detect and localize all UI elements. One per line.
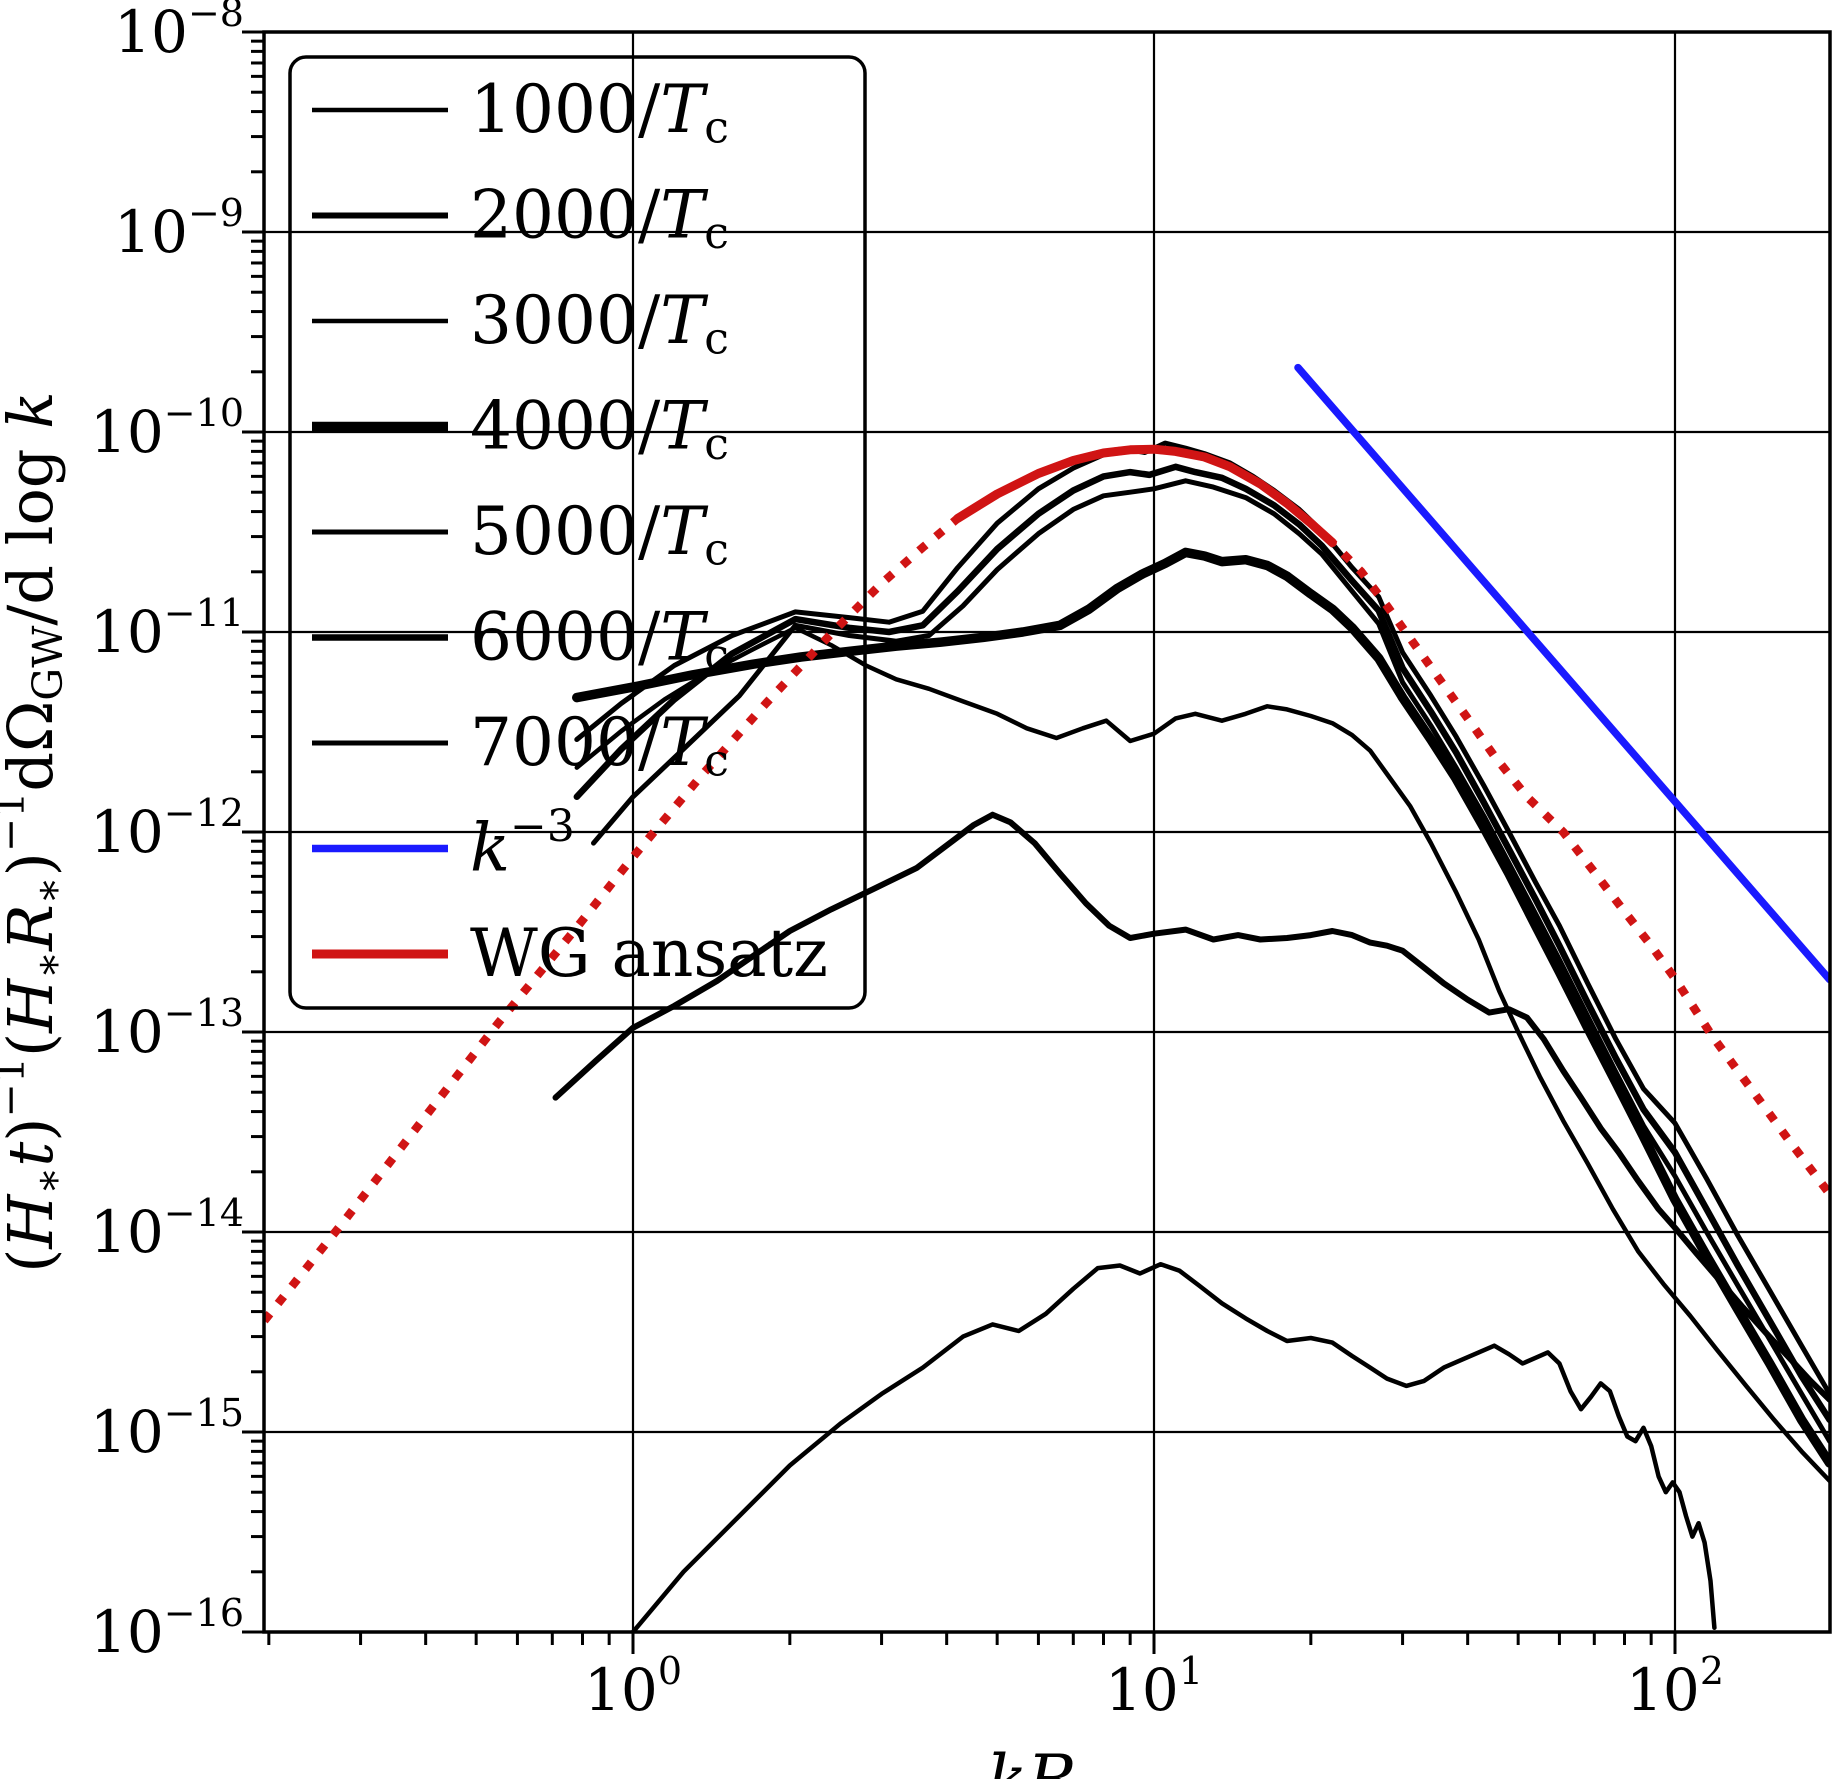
x-axis-label: kR∗ — [987, 1741, 1107, 1779]
curve-wg-ansatz-solid — [953, 444, 1337, 548]
y-tick-label-1: 10−9 — [114, 191, 244, 266]
x-tick-label-0: 100 — [584, 1649, 682, 1724]
curve-5000-tc — [591, 478, 1830, 1444]
y-tick-label-6: 10−14 — [90, 1191, 244, 1266]
legend-label-5000-t-c: 5000/Tc — [470, 493, 729, 576]
legend-label-wg-ansatz: WG ansatz — [470, 915, 828, 992]
y-axis-label: (H∗t)−1(H∗R∗)−1dΩGW/d log k — [0, 391, 72, 1273]
legend-label-1000-t-c: 1000/Tc — [470, 71, 729, 154]
legend-box — [288, 55, 867, 1010]
curve-1000-tc — [630, 1261, 1717, 1632]
y-tick-label-3: 10−11 — [90, 591, 244, 666]
y-tick-label-0: 10−8 — [114, 0, 244, 66]
y-tick-label-5: 10−13 — [90, 991, 244, 1066]
curves — [264, 363, 1830, 1632]
legend-label-3000-t-c: 3000/Tc — [470, 282, 729, 365]
plot-border — [262, 30, 1832, 1634]
curve-6000-tc — [573, 463, 1830, 1424]
x-tick-label-1: 101 — [1105, 1649, 1203, 1724]
legend-label-4000-t-c: 4000/Tc — [470, 388, 729, 471]
y-tick-label-4: 10−12 — [90, 791, 244, 866]
legend-label-6000-t-c: 6000/Tc — [470, 599, 729, 682]
curve-wg-ansatz — [264, 444, 1830, 1324]
curve-4000-tc — [572, 547, 1830, 1468]
curve-3000-tc — [574, 625, 1830, 1484]
legend-label-2000-t-c: 2000/Tc — [470, 177, 729, 260]
x-tick-label-2: 102 — [1626, 1649, 1724, 1724]
curve-k-3 — [1294, 363, 1830, 984]
legend-label-7000-t-c: 7000/Tc — [470, 704, 729, 787]
legend-label-k-3: k−3 — [470, 801, 575, 887]
curve-2000-tc — [552, 811, 1830, 1403]
axis-ticks — [242, 30, 1677, 1654]
y-tick-label-7: 10−15 — [90, 1391, 244, 1466]
legend: 1000/Tc 2000/Tc 3000/Tc 4000/Tc 5000/Tc 6000/… — [288, 55, 867, 1010]
y-tick-label-8: 10−16 — [90, 1591, 244, 1666]
y-tick-label-2: 10−10 — [90, 391, 244, 466]
